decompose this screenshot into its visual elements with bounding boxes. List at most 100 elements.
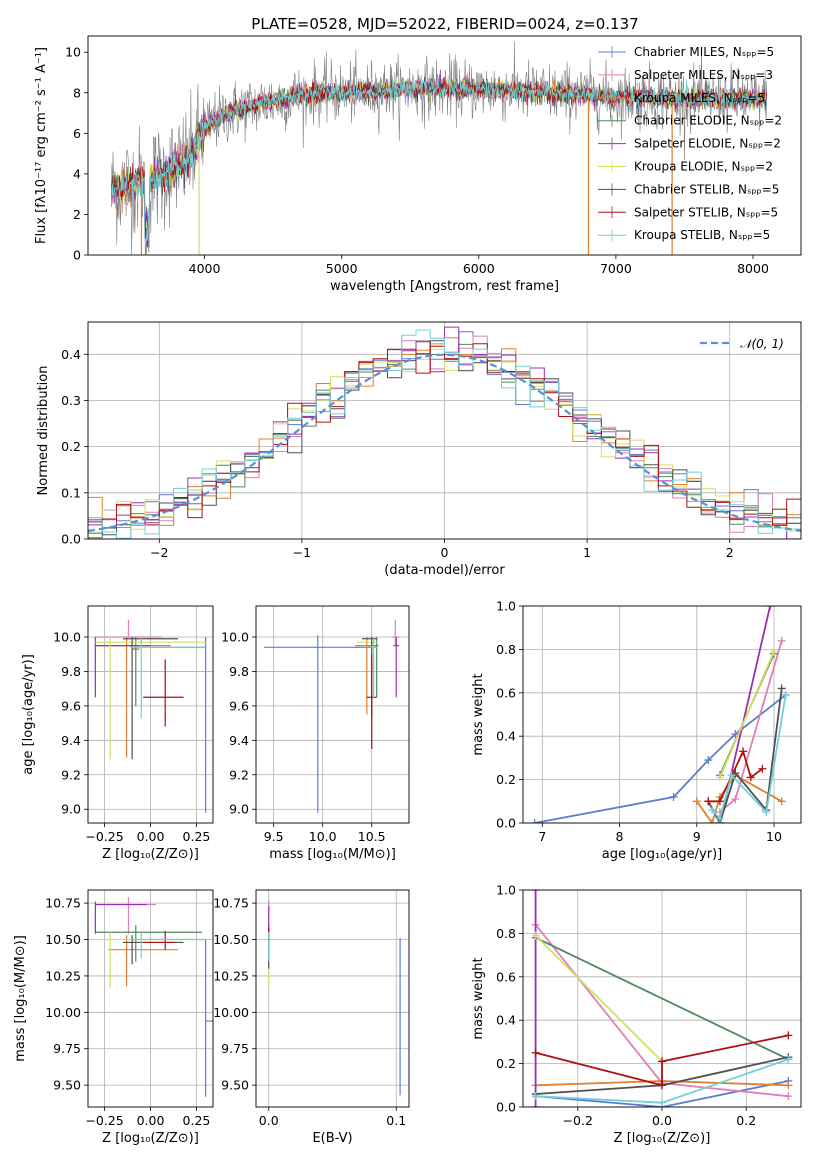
axes-frame <box>87 321 802 540</box>
residuals-plot-area <box>88 326 801 539</box>
x-axis-label: (data-model)/error <box>384 563 505 578</box>
x-tick-label: 4000 <box>189 261 221 276</box>
x-tick-label: 0.00 <box>137 829 165 844</box>
y-tick-label: 2 <box>73 207 81 222</box>
x-tick-label: 0.1 <box>386 1113 406 1128</box>
y-axis-label: mass weight <box>471 673 486 755</box>
weight_vs_age-plot-area <box>530 606 790 823</box>
weight-marker <box>766 606 775 610</box>
weight-marker <box>769 647 778 656</box>
legend-label: Kroupa ELODIE, Nₛₚₚ=2 <box>634 160 773 174</box>
x-tick-label: 7 <box>538 829 546 844</box>
weight-marker <box>715 773 724 782</box>
y-tick-label: 9.75 <box>53 1041 81 1056</box>
x-tick-label: −0.25 <box>85 829 123 844</box>
x-tick-label: 5000 <box>326 261 358 276</box>
y-tick-label: 10.00 <box>45 1005 81 1020</box>
y-tick-label: 9.8 <box>61 664 81 679</box>
y-tick-label: 9.6 <box>229 698 249 713</box>
errorbar-point-kroupa_stelib <box>132 932 206 959</box>
weight-marker <box>669 792 678 801</box>
y-tick-label: 9.6 <box>61 698 81 713</box>
axes-frame <box>255 889 410 1108</box>
weight_vs_Z-chart: −0.2 0.0 0.2 0.0 0.2 0.4 0.6 0.8 1.0 Z [log₁₀(Z/Z… <box>471 883 802 1146</box>
weight-series-kroupa_elodie <box>531 931 666 1066</box>
errorbar-point-salpeter_elodie <box>393 637 400 698</box>
weight-series-salpeter_elodie <box>531 890 540 1107</box>
weight-series-chabrier_miles <box>530 690 790 823</box>
spectrum-legend: Chabrier MILES, Nₛₚₚ=5 Salpeter MILES, Nₛ… <box>598 45 782 242</box>
weight-marker <box>708 805 717 814</box>
x-axis-label: E(B-V) <box>312 1131 352 1146</box>
weight-line <box>534 934 663 1063</box>
x-axis-label: age [log₁₀(age/yr)] <box>602 847 723 862</box>
spectrum-model-kroupa_stelib <box>110 74 768 245</box>
y-tick-label: 0.2 <box>61 439 81 454</box>
y-tick-label: 1.0 <box>496 599 516 614</box>
errorbar-point-salpeter_elodie <box>94 901 147 934</box>
x-tick-label: 9.5 <box>264 829 284 844</box>
y-tick-label: 9.8 <box>229 664 249 679</box>
x-axis-label: wavelength [Angstrom, rest frame] <box>330 279 559 294</box>
errorbar-point-salpeter_stelib <box>143 930 175 950</box>
mass_vs_ebv-chart: 0.0 0.1 9.50 9.75 10.00 10.25 10.50 10.75 E(B-V) <box>213 889 410 1146</box>
y-tick-label: 9.50 <box>53 1078 81 1093</box>
y-tick-label: 9.75 <box>221 1041 249 1056</box>
errorbar-point-kroupa_elodie <box>95 637 206 760</box>
weight-marker <box>727 771 736 780</box>
y-tick-label: 10.0 <box>53 630 81 645</box>
errorbar-point-kroupa_stelib <box>370 637 377 699</box>
y-tick-label: 0.8 <box>496 642 516 657</box>
x-tick-label: 10.0 <box>309 829 337 844</box>
weight-line <box>719 651 775 778</box>
spectrum-plot-area <box>110 40 768 255</box>
legend-label: Salpeter MILES, Nₛₚₚ=3 <box>634 68 773 82</box>
weight-marker <box>784 1055 793 1064</box>
errorbar-point-chabrier_stelib <box>122 637 179 760</box>
spectrum-data-line <box>111 40 767 255</box>
axes-frame <box>522 605 802 824</box>
weight-marker <box>731 795 740 804</box>
weight-marker <box>658 1081 666 1090</box>
y-tick-label: 9.2 <box>61 767 81 782</box>
y-tick-label: 0.6 <box>496 685 516 700</box>
x-tick-label: 0.2 <box>736 1113 756 1128</box>
x-tick-label: −2 <box>150 545 168 560</box>
errorbar-point-chabrier_elodie <box>374 637 379 698</box>
y-tick-label: 10 <box>65 45 81 60</box>
y-tick-label: 10.50 <box>213 932 249 947</box>
mass_vs_Z-chart: −0.25 0.00 0.25 9.50 9.75 10.00 10.25 10.50 10.7… <box>13 889 214 1146</box>
axes-frame <box>87 605 214 824</box>
y-axis-label: mass weight <box>471 957 486 1039</box>
x-axis-label: Z [log₁₀(Z/Z⊙)] <box>614 1131 711 1146</box>
y-axis-label: Flux [fλ10⁻¹⁷ erg cm⁻² s⁻¹ A⁻¹] <box>34 47 49 244</box>
errorbar-point-kroupa_stelib <box>130 637 206 718</box>
x-tick-label: 0 <box>441 545 449 560</box>
axes-frame <box>255 605 410 824</box>
y-tick-label: 10.25 <box>213 968 249 983</box>
legend-label: Chabrier MILES, Nₛₚₚ=5 <box>634 45 774 59</box>
weight-series-kroupa_stelib <box>531 1055 793 1107</box>
axes-frame <box>522 889 802 1108</box>
y-tick-label: 9.4 <box>229 733 249 748</box>
legend-label: Chabrier STELIB, Nₛₚₚ=5 <box>634 182 779 196</box>
weight-series-salpeter_stelib <box>704 747 767 806</box>
weight-line <box>711 694 787 821</box>
y-tick-label: 9.4 <box>61 733 81 748</box>
y-tick-label: 0.0 <box>496 1100 516 1115</box>
x-axis-label: Z [log₁₀(Z/Z⊙)] <box>102 1131 199 1146</box>
errorbar-point-chabrier_miles <box>150 637 207 813</box>
y-tick-label: 0.2 <box>496 1056 516 1071</box>
y-tick-label: 0.0 <box>496 816 516 831</box>
errorbar-point-kroupa_miles <box>108 935 179 987</box>
weight-marker <box>784 1031 793 1040</box>
y-tick-label: 10.50 <box>45 932 81 947</box>
errorbar-point-chabrier_miles <box>205 939 213 1097</box>
y-tick-label: 4 <box>73 166 81 181</box>
y-tick-label: 0.4 <box>496 729 516 744</box>
weight-series-kroupa_elodie <box>715 647 778 782</box>
weight-marker <box>708 819 717 823</box>
spectrum-chart: 4000 5000 6000 7000 8000 0 2 4 6 8 10 wavelength [A… <box>34 35 802 294</box>
y-tick-label: 0.0 <box>61 532 81 547</box>
errorbar-point-chabrier_elodie <box>132 637 140 706</box>
